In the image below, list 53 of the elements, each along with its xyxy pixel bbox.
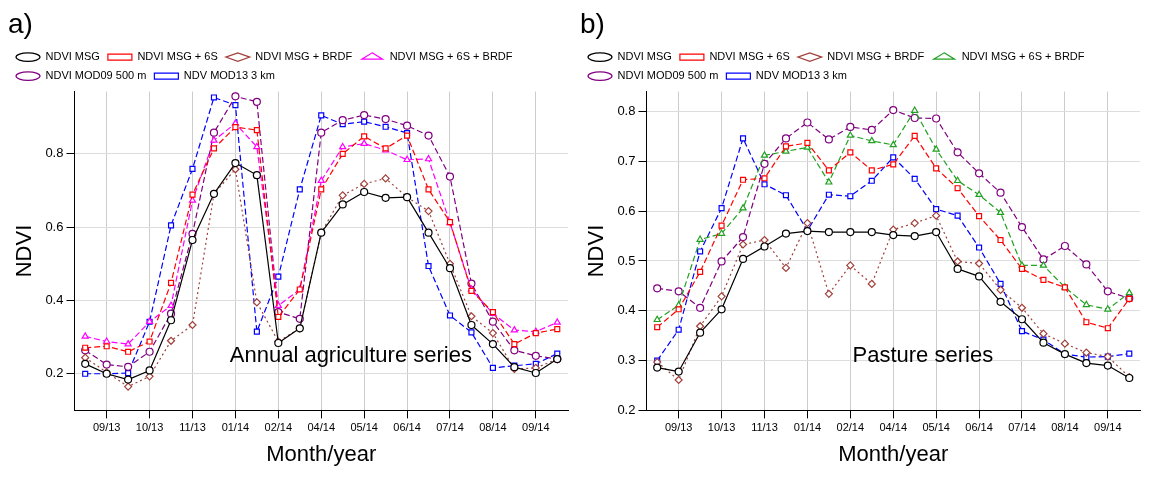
y-axis-title: NDVI — [583, 224, 609, 278]
x-tick-label: 09/13 — [92, 421, 121, 434]
y-tick-label: 0.8 — [617, 103, 636, 119]
y-tick-label: 0.6 — [617, 202, 636, 218]
x-tick-label: 06/14 — [965, 421, 993, 434]
y-tick-label: 0.2 — [617, 401, 636, 417]
x-tick-label: 10/13 — [707, 421, 736, 434]
annotation: Pasture series — [852, 342, 994, 368]
x-tick-label: 05/14 — [922, 421, 950, 434]
legend-label: NDVI MSG + 6S + BRDF — [961, 50, 1085, 63]
x-tick-label: 05/14 — [350, 421, 378, 434]
x-tick-label: 11/13 — [179, 421, 206, 434]
y-tick-label: 0.7 — [617, 152, 636, 168]
x-tick-label: 04/14 — [879, 421, 907, 434]
x-tick-label: 10/13 — [135, 421, 164, 434]
x-tick-label: 07/14 — [436, 421, 464, 434]
y-tick-label: 0.8 — [45, 145, 64, 161]
x-tick-label: 08/14 — [479, 421, 507, 434]
x-tick-label: 01/14 — [221, 421, 250, 434]
x-tick-label: 09/13 — [664, 421, 693, 434]
x-tick-label: 09/14 — [522, 421, 550, 434]
x-tick-label: 02/14 — [836, 421, 865, 434]
x-tick-label: 01/14 — [793, 421, 822, 434]
x-tick-label: 04/14 — [307, 421, 335, 434]
legend-label: NDVI MSG + 6S — [709, 50, 790, 63]
legend-label: NDV MOD13 3 km — [183, 69, 275, 82]
legend-label: NDVI MSG + 6S + BRDF — [389, 50, 513, 63]
y-axis-title: NDVI — [11, 224, 37, 278]
legend-label: NDVI MSG — [617, 50, 672, 63]
legend-label: NDVI MSG + BRDF — [255, 50, 353, 63]
y-tick-label: 0.4 — [617, 302, 636, 318]
legend-label: NDVI MOD09 500 m — [45, 69, 147, 82]
legend-label: NDV MOD13 3 km — [755, 69, 847, 82]
chart-title: a) — [8, 7, 33, 39]
y-tick-label: 0.2 — [45, 365, 64, 381]
x-tick-label: 07/14 — [1008, 421, 1036, 434]
x-axis-title: Month/year — [266, 440, 377, 466]
legend-label: NDVI MSG — [45, 50, 100, 63]
x-tick-label: 11/13 — [751, 421, 778, 434]
y-tick-label: 0.6 — [45, 218, 64, 234]
legend-label: NDVI MSG + 6S — [137, 50, 218, 63]
x-axis-title: Month/year — [838, 440, 949, 466]
y-tick-label: 0.5 — [617, 252, 636, 268]
chart-title: b) — [580, 7, 605, 39]
x-tick-label: 08/14 — [1051, 421, 1079, 434]
y-tick-label: 0.4 — [45, 292, 64, 308]
x-tick-label: 06/14 — [393, 421, 421, 434]
y-tick-label: 0.3 — [617, 352, 636, 368]
x-tick-label: 02/14 — [264, 421, 293, 434]
legend-label: NDVI MOD09 500 m — [617, 69, 719, 82]
legend-label: NDVI MSG + BRDF — [827, 50, 925, 63]
x-tick-label: 09/14 — [1094, 421, 1122, 434]
annotation: Annual agriculture series — [229, 342, 472, 368]
